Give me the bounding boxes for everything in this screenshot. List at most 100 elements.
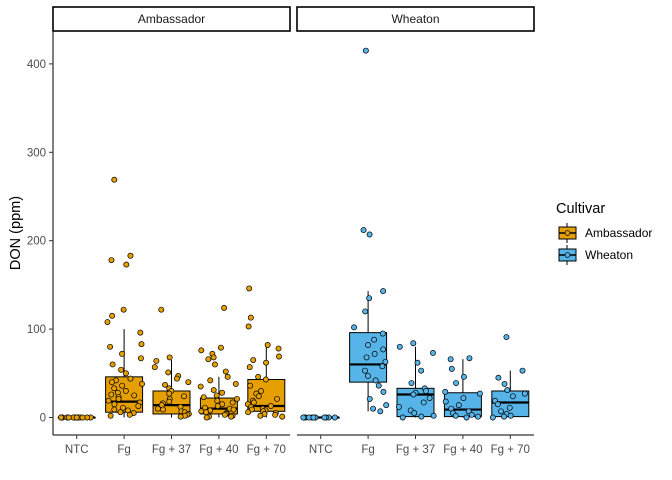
data-point (255, 393, 262, 400)
data-point (276, 353, 282, 360)
data-point (212, 361, 218, 368)
panel-wheaton: Wheaton NTC Fg Fg + 37 Fg + 40 Fg + 70 (296, 6, 535, 456)
data-point (411, 410, 418, 417)
data-point (370, 405, 377, 412)
data-point (138, 341, 145, 348)
box-fg-70 (244, 285, 286, 420)
data-point (79, 414, 86, 421)
data-point (272, 411, 279, 418)
data-point (162, 381, 168, 388)
x-tick-label: Fg (117, 444, 130, 456)
data-point (410, 391, 417, 398)
legend-entry-wheaton: Wheaton (558, 245, 633, 265)
data-point (447, 356, 454, 363)
data-point (104, 319, 111, 325)
data-point (504, 387, 511, 394)
data-point (65, 414, 72, 421)
data-point (360, 227, 367, 234)
data-point (379, 330, 386, 337)
legend: Cultivar Ambassador Wheaton (556, 201, 652, 265)
data-point (126, 411, 133, 418)
data-point (166, 354, 173, 361)
data-point (166, 390, 173, 397)
legend-key-point (564, 230, 571, 236)
data-point (255, 373, 262, 380)
data-point (73, 414, 80, 421)
data-point (160, 406, 166, 413)
data-point (383, 402, 390, 409)
data-point (221, 411, 228, 418)
data-point (185, 379, 192, 386)
data-point (362, 367, 368, 374)
legend-key-point (564, 252, 571, 258)
data-point (245, 409, 252, 416)
data-point (197, 383, 204, 390)
data-point (221, 304, 228, 311)
data-point (177, 413, 184, 420)
data-point (224, 373, 231, 380)
data-point (229, 399, 236, 406)
x-tick-label: Fg + 37 (152, 444, 191, 456)
data-point (131, 392, 138, 399)
data-point (501, 380, 508, 387)
data-point (165, 369, 172, 376)
data-point (463, 414, 470, 421)
data-point (213, 392, 220, 399)
data-point (111, 176, 118, 183)
box-fg-70 (489, 334, 530, 421)
data-point (395, 403, 402, 410)
data-point (366, 295, 373, 302)
data-point (366, 231, 373, 238)
box-fg (104, 176, 146, 419)
x-tick-label: Fg + 40 (199, 444, 238, 456)
data-point (151, 364, 158, 371)
data-point (246, 285, 253, 292)
data-point (123, 261, 130, 268)
data-point (263, 359, 270, 366)
x-tick-label: Fg (361, 444, 374, 456)
data-point (375, 382, 382, 389)
data-point (420, 399, 427, 406)
data-point (158, 306, 165, 313)
data-point (365, 342, 372, 348)
data-point (198, 408, 205, 415)
data-point (489, 414, 496, 421)
y-tick-label: 100 (27, 324, 46, 336)
data-point (362, 308, 369, 315)
data-point (118, 366, 125, 373)
data-point (380, 388, 387, 395)
data-point (372, 377, 379, 384)
data-point (379, 363, 386, 370)
data-point (365, 373, 371, 379)
data-point (452, 412, 459, 419)
data-point (331, 414, 338, 421)
data-point (380, 346, 387, 353)
data-point (127, 252, 134, 259)
data-point (274, 395, 280, 402)
data-point (230, 406, 237, 413)
data-point (430, 412, 437, 419)
data-point (122, 388, 129, 394)
data-point (418, 367, 425, 374)
data-point (377, 408, 384, 415)
box-fg-37 (151, 306, 192, 420)
data-point (120, 404, 126, 411)
data-point (460, 373, 467, 380)
box-fg-40 (442, 355, 483, 421)
x-tick-label: Fg + 40 (443, 444, 482, 456)
data-point (442, 388, 449, 395)
data-point (257, 412, 264, 419)
data-point (107, 343, 114, 350)
data-point (120, 306, 127, 313)
data-point (205, 356, 212, 363)
data-point (351, 324, 358, 331)
data-point (135, 403, 142, 409)
data-point (506, 404, 513, 411)
data-point (250, 399, 257, 406)
x-tick-label: NTC (65, 444, 89, 456)
data-point (300, 414, 307, 421)
data-point (198, 347, 205, 354)
data-point (521, 390, 528, 397)
data-point (262, 376, 269, 383)
box-ntc (300, 414, 340, 421)
